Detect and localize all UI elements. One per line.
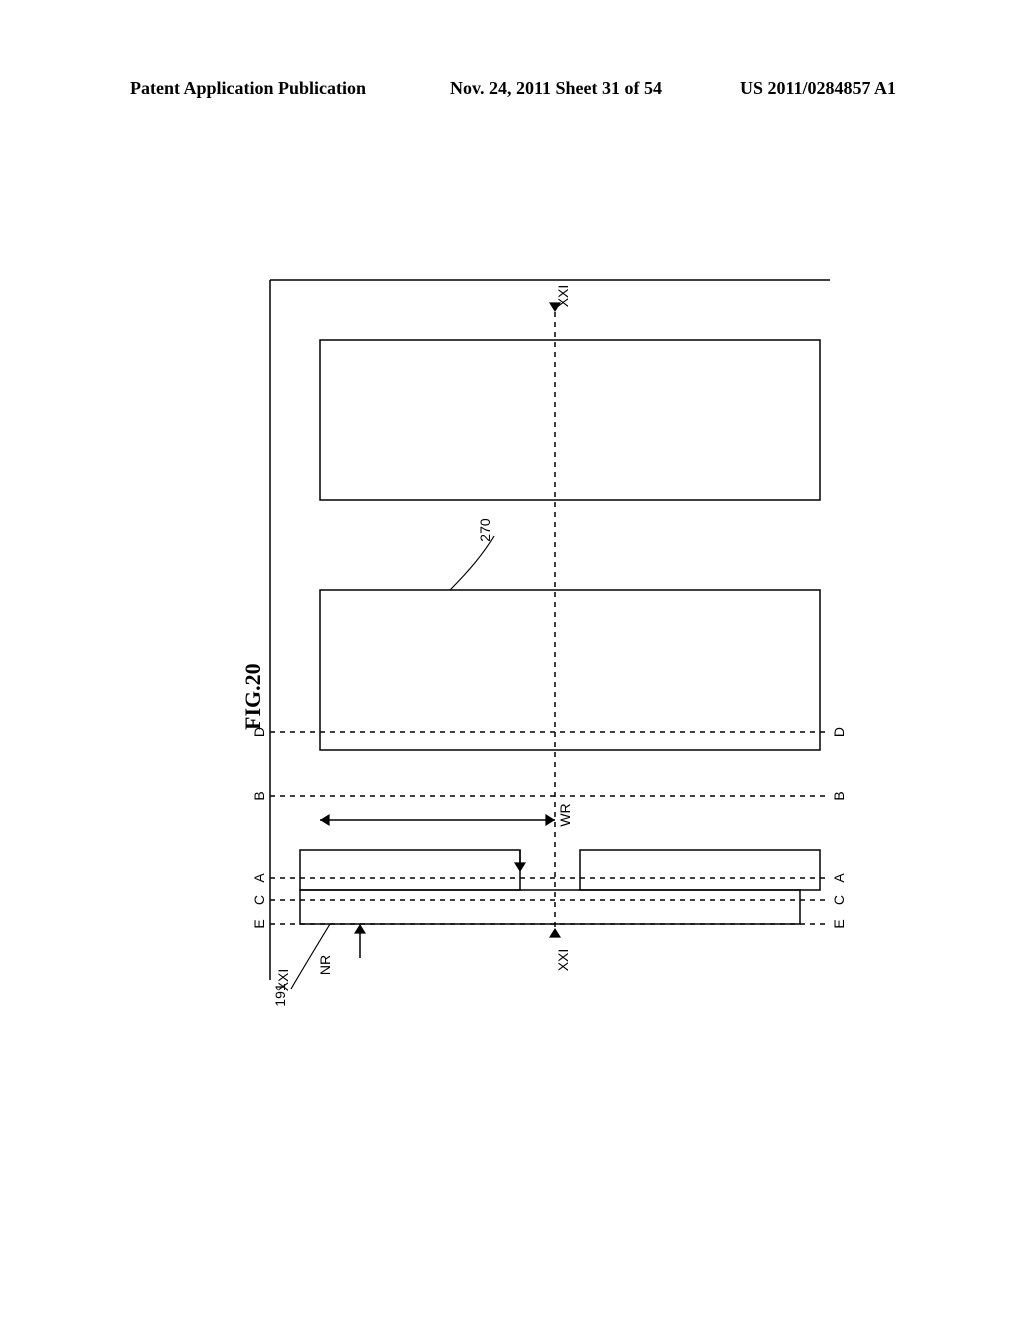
svg-text:191: 191 [272,983,288,1007]
svg-text:B: B [251,791,267,800]
svg-text:WR: WR [557,803,573,826]
svg-text:XXI: XXI [555,285,571,308]
header-right: US 2011/0284857 A1 [740,78,896,99]
svg-text:E: E [251,919,267,928]
svg-text:C: C [251,895,267,905]
header-left: Patent Application Publication [130,78,366,99]
svg-text:A: A [831,873,847,883]
diagram: EECCAABBDDXXIXXIXXI270191NRWR [250,260,870,1020]
svg-text:A: A [251,873,267,883]
svg-text:D: D [251,727,267,737]
header-center: Nov. 24, 2011 Sheet 31 of 54 [450,78,662,99]
svg-text:C: C [831,895,847,905]
svg-text:270: 270 [477,518,493,542]
svg-text:D: D [831,727,847,737]
svg-text:NR: NR [317,955,333,975]
svg-text:E: E [831,919,847,928]
svg-text:XXI: XXI [555,949,571,972]
figure-area: FIG.20 EECCAABBDDXXIXXIXXI270191NRWR [100,260,900,1020]
diagram-svg: EECCAABBDDXXIXXIXXI270191NRWR [250,260,870,1020]
svg-text:B: B [831,791,847,800]
